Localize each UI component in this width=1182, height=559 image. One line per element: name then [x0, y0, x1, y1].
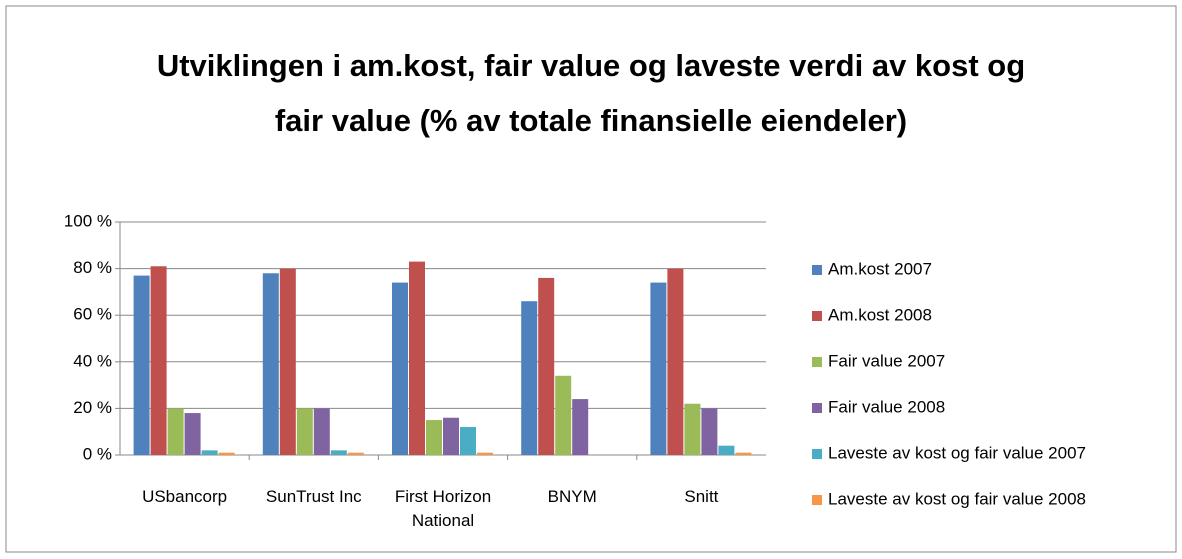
y-tick-label: 60 % [73, 305, 112, 324]
chart-title: Utviklingen i am.kost, fair value og lav… [156, 48, 1026, 138]
bar [347, 452, 364, 455]
bar [426, 420, 442, 455]
legend-label: Am.kost 2008 [828, 305, 932, 324]
bar [313, 408, 330, 455]
y-tick-label: 0 % [83, 444, 112, 463]
bar [477, 452, 493, 455]
bar [296, 408, 313, 455]
legend-label: Am.kost 2007 [828, 259, 932, 278]
bar [460, 427, 476, 455]
x-tick-label: BNYM [547, 487, 597, 506]
bar [184, 413, 201, 455]
x-tick-label: USbancorp [142, 487, 228, 506]
bar [150, 266, 167, 455]
legend-label: Fair value 2007 [828, 351, 945, 370]
bar [538, 277, 555, 455]
legend-label: Laveste av kost og fair value 2007 [828, 443, 1086, 462]
bar [330, 450, 347, 455]
legend-swatch [812, 495, 822, 505]
bar [262, 273, 279, 455]
legend-swatch [812, 357, 822, 367]
bar [392, 282, 408, 455]
x-tick-label: Snitt [684, 487, 719, 506]
y-tick-label: 20 % [73, 398, 112, 417]
bar [133, 275, 150, 455]
legend-swatch [812, 403, 822, 413]
x-tick-label: SunTrust Inc [265, 487, 362, 506]
x-tick-label: First Horizon National [394, 487, 492, 530]
legend-swatch [812, 311, 822, 321]
y-tick-label: 100 % [64, 211, 112, 230]
bar [735, 452, 752, 455]
bar [167, 408, 184, 455]
bar [521, 301, 538, 455]
bar [218, 452, 235, 455]
y-tick-label: 80 % [73, 258, 112, 277]
bar [555, 375, 572, 455]
bar [443, 417, 459, 455]
bar [279, 268, 296, 455]
bar [201, 450, 218, 455]
y-tick-label: 40 % [73, 351, 112, 370]
bar [718, 445, 735, 455]
bar [650, 282, 667, 455]
legend-label: Laveste av kost og fair value 2008 [828, 489, 1086, 508]
chart-border [5, 5, 1177, 553]
bar [409, 261, 425, 455]
bar [701, 408, 718, 455]
bar [572, 399, 589, 455]
legend-swatch [812, 449, 822, 459]
legend-swatch [812, 265, 822, 275]
bar [684, 403, 701, 455]
legend-label: Fair value 2008 [828, 397, 945, 416]
bar [667, 268, 684, 455]
